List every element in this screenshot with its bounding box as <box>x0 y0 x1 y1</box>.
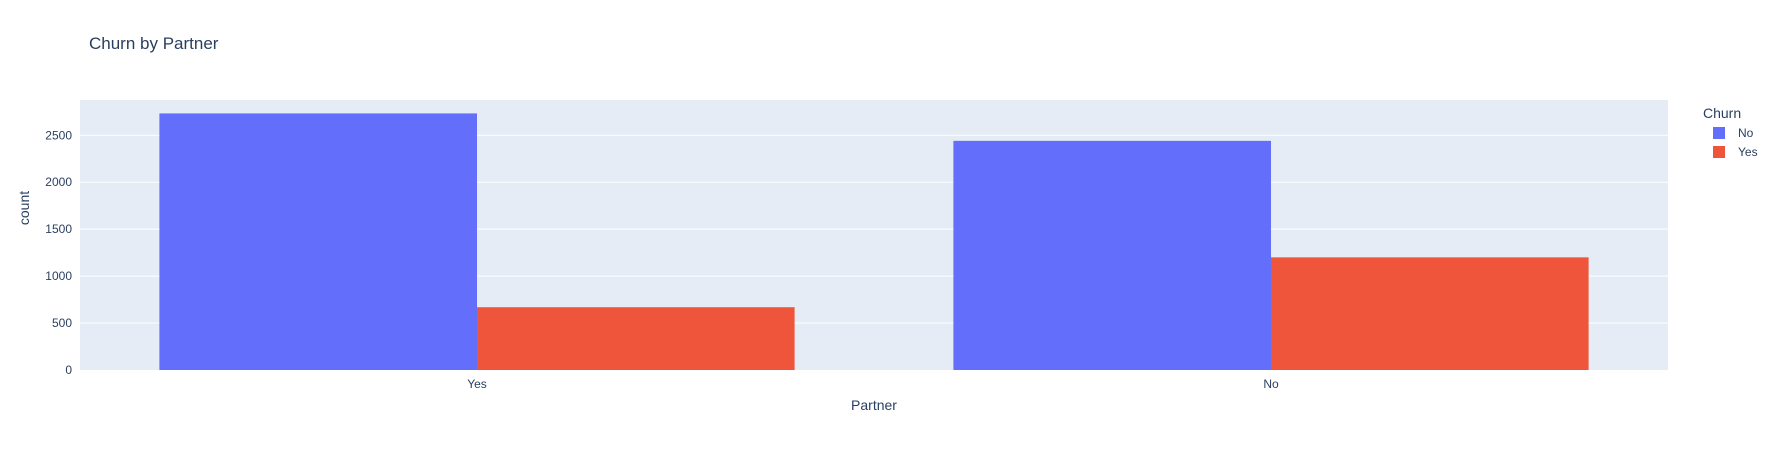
legend-label-yes[interactable]: Yes <box>1738 145 1758 159</box>
chart-title: Churn by Partner <box>89 34 219 53</box>
legend-swatch-no[interactable] <box>1713 127 1725 139</box>
y-tick-label: 0 <box>65 363 72 377</box>
bar-yes-no <box>1271 257 1589 370</box>
legend-items: No Yes <box>1713 126 1758 159</box>
x-axis-title: Partner <box>851 397 897 413</box>
y-tick-label: 500 <box>52 316 72 330</box>
y-tick-labels: 0 500 1000 1500 2000 2500 <box>45 128 72 377</box>
y-tick-label: 2000 <box>45 175 72 189</box>
legend-title: Churn <box>1703 105 1741 121</box>
legend-label-no[interactable]: No <box>1738 126 1754 140</box>
bar-no-yes <box>159 113 477 370</box>
bar-yes-yes <box>477 307 795 370</box>
x-tick-labels: Yes No <box>467 377 1279 391</box>
y-tick-label: 1500 <box>45 222 72 236</box>
y-axis-title: count <box>16 191 32 225</box>
x-tick-label: Yes <box>467 377 487 391</box>
y-tick-label: 1000 <box>45 269 72 283</box>
legend-swatch-yes[interactable] <box>1713 146 1725 158</box>
x-tick-label: No <box>1263 377 1279 391</box>
y-tick-label: 2500 <box>45 128 72 142</box>
bar-no-no <box>953 140 1271 370</box>
bars <box>159 113 1589 370</box>
legend: Churn No Yes <box>1703 105 1758 159</box>
